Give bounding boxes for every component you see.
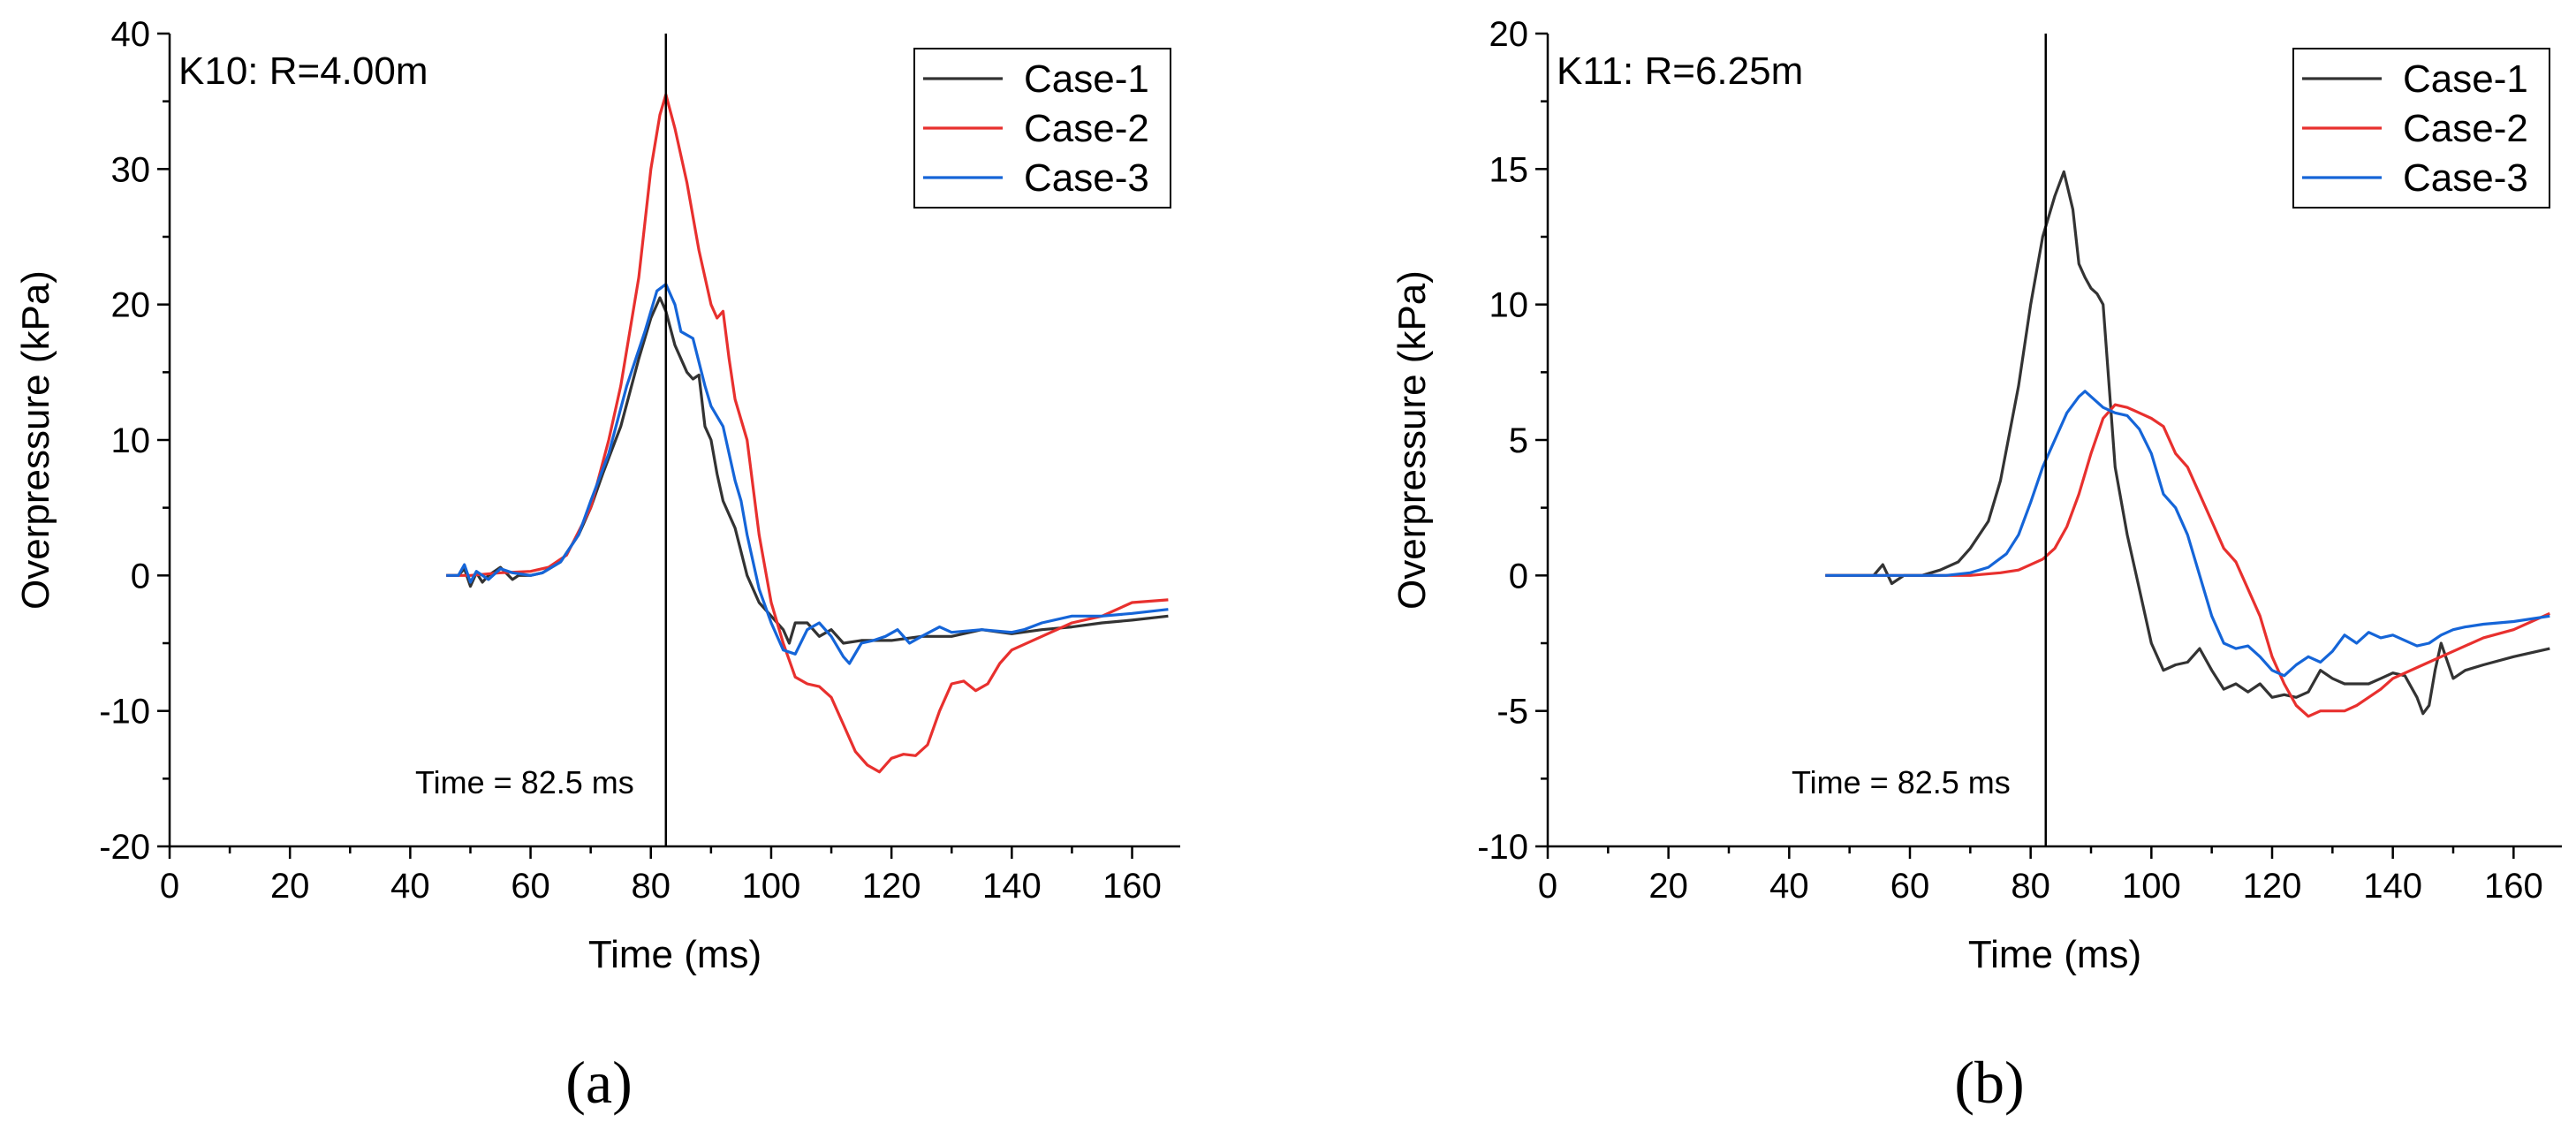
y-tick-label: 5 [1509,421,1528,460]
legend-label-case-3: Case-3 [1024,156,1149,200]
y-tick-label: 40 [111,15,151,54]
x-tick-label: 40 [1769,867,1809,906]
y-tick-label: -5 [1496,693,1528,732]
x-axis-title: Time (ms) [1968,933,2141,976]
legend-label-case-2: Case-2 [1024,107,1149,150]
x-tick-label: 60 [1890,867,1930,906]
x-tick-label: 60 [511,867,550,906]
x-tick-label: 80 [632,867,671,906]
x-tick-label: 140 [2363,867,2422,906]
y-tick-label: -20 [99,828,150,867]
panel-label: K10: R=4.00m [178,49,428,93]
x-tick-label: 160 [1102,867,1162,906]
y-axis-title: Overpressure (kPa) [1390,270,1434,610]
x-tick-label: 100 [742,867,801,906]
x-tick-label: 20 [270,867,310,906]
series-line-case-1 [1825,170,2550,716]
y-tick-label: 10 [1489,286,1529,325]
x-tick-label: 80 [2011,867,2050,906]
subfigure-label: (b) [1954,1049,2024,1116]
x-axis-title: Time (ms) [588,933,761,976]
x-tick-label: 120 [2243,867,2302,906]
y-tick-label: 20 [1489,15,1529,54]
x-tick-label: 140 [982,867,1042,906]
y-tick-label: 15 [1489,150,1529,189]
legend-label-case-2: Case-2 [2403,107,2528,150]
y-tick-label: -10 [1477,828,1528,867]
x-tick-label: 120 [862,867,921,906]
y-tick-label: 10 [111,421,151,460]
legend: Case-1 Case-2 Case-3 [913,48,1171,209]
series-line-case-3 [446,283,1169,665]
y-tick-label: 0 [131,557,150,595]
series-line-case-2 [446,93,1169,774]
subfigure-label: (a) [565,1049,632,1116]
legend-label-case-1: Case-1 [1024,57,1149,101]
x-tick-label: 160 [2484,867,2543,906]
x-tick-label: 0 [160,867,179,906]
y-tick-label: 20 [111,286,151,325]
marker-annotation: Time = 82.5 ms [415,764,634,800]
panel-label: K11: R=6.25m [1557,49,1803,93]
chart-panel-a: Time = 82.5 ms0 20 40 60 80 100 120 140 160-20-1… [14,15,1180,1116]
y-axis-title: Overpressure (kPa) [14,270,57,610]
x-tick-label: 20 [1648,867,1688,906]
legend-label-case-3: Case-3 [2403,156,2528,200]
series-line-case-1 [446,296,1169,645]
x-tick-label: 0 [1538,867,1557,906]
series-line-case-3 [1825,390,2550,678]
chart-panel-b: Time = 82.5 ms0 20 40 60 80 100 120 140 160-10-5… [1390,15,2562,1116]
series-line-case-2 [1825,403,2550,718]
x-tick-label: 100 [2122,867,2181,906]
y-tick-label: -10 [99,693,150,732]
legend-label-case-1: Case-1 [2403,57,2528,101]
y-tick-label: 0 [1509,557,1528,595]
x-tick-label: 40 [390,867,430,906]
y-tick-label: 30 [111,150,151,189]
marker-annotation: Time = 82.5 ms [1792,764,2011,800]
legend: Case-1 Case-2 Case-3 [2292,48,2550,209]
